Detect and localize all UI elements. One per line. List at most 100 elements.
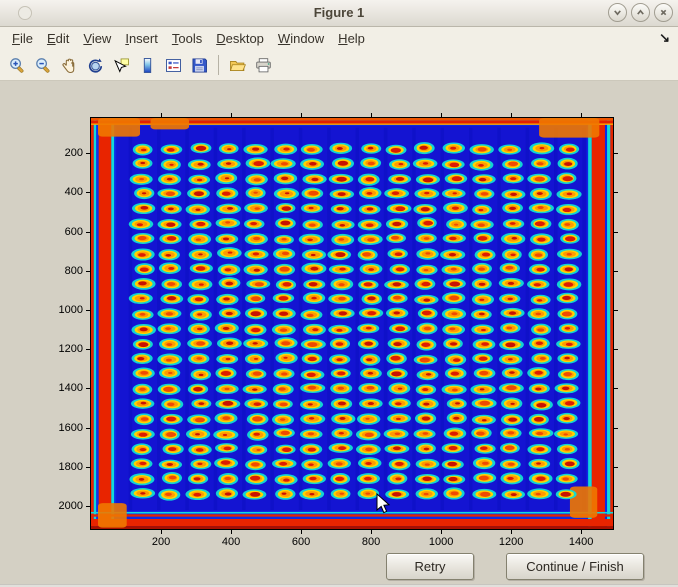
y-tick-label: 1000 bbox=[58, 304, 83, 317]
menu-edit[interactable]: Edit bbox=[46, 31, 70, 46]
y-tick-right bbox=[614, 192, 618, 194]
continue-finish-button[interactable]: Continue / Finish bbox=[506, 553, 644, 580]
y-tick-right bbox=[614, 231, 618, 233]
close-button[interactable] bbox=[654, 3, 673, 22]
y-tick bbox=[86, 506, 90, 508]
y-tick bbox=[86, 153, 90, 155]
x-tick-label: 1400 bbox=[568, 536, 594, 548]
x-tick bbox=[371, 530, 373, 534]
toolbar-separator bbox=[218, 55, 219, 75]
menu-tools[interactable]: Tools bbox=[171, 31, 203, 46]
menu-insert[interactable]: Insert bbox=[125, 31, 158, 46]
zoom-out-icon bbox=[36, 57, 50, 73]
y-tick bbox=[86, 310, 90, 312]
print-icon bbox=[256, 57, 271, 72]
x-tick-top bbox=[161, 113, 163, 117]
x-tick bbox=[231, 530, 233, 534]
y-tick-label: 2000 bbox=[58, 500, 83, 513]
x-tick-label: 1000 bbox=[428, 536, 454, 548]
window-title: Figure 1 bbox=[313, 5, 365, 20]
axes-plot bbox=[90, 117, 614, 530]
zoom-in-button[interactable] bbox=[6, 53, 29, 77]
y-tick-right bbox=[614, 153, 618, 155]
menu-help[interactable]: Help bbox=[338, 31, 365, 46]
y-tick bbox=[86, 192, 90, 194]
y-tick-label: 1600 bbox=[58, 421, 83, 434]
print-button[interactable] bbox=[252, 53, 275, 77]
y-tick-right bbox=[614, 506, 618, 508]
x-tick-top bbox=[371, 113, 373, 117]
title-bar: Figure 1 bbox=[0, 0, 678, 27]
zoom-out-button[interactable] bbox=[32, 53, 55, 77]
maximize-button[interactable] bbox=[631, 3, 650, 22]
y-tick-label: 800 bbox=[64, 264, 83, 277]
x-tick-label: 400 bbox=[221, 536, 241, 548]
y-tick bbox=[86, 466, 90, 468]
zoom-in-icon bbox=[10, 57, 24, 73]
microarray-heatmap-image[interactable] bbox=[90, 117, 614, 530]
pan-icon bbox=[62, 58, 75, 73]
y-tick bbox=[86, 349, 90, 351]
x-tick-label: 200 bbox=[151, 536, 171, 548]
menu-file[interactable]: File bbox=[12, 31, 33, 46]
insert-legend-icon bbox=[166, 58, 181, 72]
y-tick-right bbox=[614, 388, 618, 390]
x-tick-top bbox=[441, 113, 443, 117]
y-tick-right bbox=[614, 466, 618, 468]
data-cursor-button[interactable] bbox=[110, 53, 133, 77]
y-tick bbox=[86, 388, 90, 390]
window-bottom-edge bbox=[0, 584, 678, 587]
menu-window[interactable]: Window bbox=[277, 31, 325, 46]
y-tick-label: 400 bbox=[64, 186, 83, 199]
y-tick-right bbox=[614, 427, 618, 429]
x-tick bbox=[441, 530, 443, 534]
dock-figure-icon[interactable]: ↘ bbox=[659, 30, 670, 45]
figure-toolbar bbox=[0, 50, 678, 81]
open-file-icon bbox=[229, 60, 246, 71]
rotate-3d-icon bbox=[88, 57, 103, 73]
menu-view[interactable]: View bbox=[83, 31, 112, 46]
save-figure-button[interactable] bbox=[188, 53, 211, 77]
x-tick bbox=[301, 530, 303, 534]
chevron-down-icon bbox=[614, 10, 621, 16]
close-icon bbox=[660, 9, 667, 16]
rotate-3d-button[interactable] bbox=[84, 53, 107, 77]
x-tick bbox=[161, 530, 163, 534]
open-file-button[interactable] bbox=[226, 53, 249, 77]
chevron-up-icon bbox=[637, 9, 644, 15]
y-tick-right bbox=[614, 349, 618, 351]
y-tick-label: 1200 bbox=[58, 343, 83, 356]
insert-legend-button[interactable] bbox=[162, 53, 185, 77]
y-tick bbox=[86, 270, 90, 272]
x-tick-top bbox=[301, 113, 303, 117]
save-figure-icon bbox=[192, 57, 207, 73]
y-tick-label: 1400 bbox=[58, 382, 83, 395]
pan-button[interactable] bbox=[58, 53, 81, 77]
window-controls bbox=[608, 3, 673, 22]
y-tick-label: 1800 bbox=[58, 460, 83, 473]
insert-colorbar-icon bbox=[143, 57, 152, 73]
y-tick bbox=[86, 427, 90, 429]
x-tick-top bbox=[581, 113, 583, 117]
x-tick-label: 600 bbox=[291, 536, 311, 548]
y-tick bbox=[86, 231, 90, 233]
x-tick-label: 800 bbox=[361, 536, 381, 548]
minimize-button[interactable] bbox=[608, 3, 627, 22]
y-tick-label: 600 bbox=[64, 225, 83, 238]
window-menu-button[interactable] bbox=[18, 6, 32, 20]
x-tick bbox=[511, 530, 513, 534]
x-tick-top bbox=[231, 113, 233, 117]
figure-canvas: Retry Continue / Finish 200 400 600 800 1000… bbox=[0, 81, 678, 584]
x-tick-label: 1200 bbox=[498, 536, 524, 548]
y-tick-right bbox=[614, 270, 618, 272]
y-tick-label: 200 bbox=[64, 147, 83, 160]
data-cursor-icon bbox=[114, 57, 129, 73]
x-tick bbox=[581, 530, 583, 534]
menu-desktop[interactable]: Desktop bbox=[216, 31, 264, 46]
y-tick-right bbox=[614, 310, 618, 312]
retry-button[interactable]: Retry bbox=[386, 553, 474, 580]
menu-bar: File Edit View Insert Tools Desktop Window Help… bbox=[0, 27, 678, 50]
x-tick-top bbox=[511, 113, 513, 117]
insert-colorbar-button[interactable] bbox=[136, 53, 159, 77]
